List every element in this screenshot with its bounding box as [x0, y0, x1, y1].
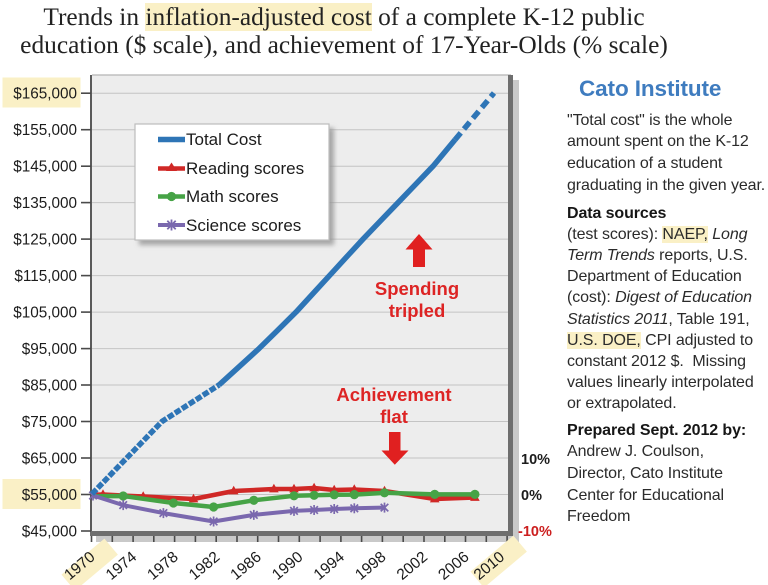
svg-text:0%: 0%	[521, 488, 542, 504]
svg-text:$145,000: $145,000	[13, 159, 77, 176]
svg-text:$95,000: $95,000	[22, 341, 77, 358]
svg-text:$155,000: $155,000	[13, 122, 77, 139]
svg-text:$65,000: $65,000	[22, 451, 77, 468]
svg-text:Achievement: Achievement	[336, 384, 451, 405]
svg-text:Science scores: Science scores	[186, 216, 301, 235]
svg-text:1990: 1990	[269, 548, 307, 583]
svg-text:tripled: tripled	[389, 300, 446, 321]
svg-text:Math scores: Math scores	[186, 187, 279, 206]
svg-text:flat: flat	[380, 406, 408, 427]
svg-text:1994: 1994	[311, 548, 349, 583]
svg-text:1998: 1998	[352, 549, 389, 584]
svg-text:1978: 1978	[144, 549, 181, 584]
svg-text:Reading scores: Reading scores	[186, 159, 304, 178]
svg-text:2006: 2006	[435, 549, 472, 584]
svg-text:2002: 2002	[394, 549, 431, 584]
svg-text:1982: 1982	[186, 549, 223, 584]
svg-text:Total Cost: Total Cost	[186, 130, 262, 149]
svg-text:$165,000: $165,000	[13, 86, 77, 103]
svg-text:$125,000: $125,000	[13, 232, 77, 249]
svg-text:-10%: -10%	[518, 524, 552, 540]
svg-text:$105,000: $105,000	[13, 305, 77, 322]
svg-text:Spending: Spending	[375, 278, 459, 299]
svg-text:$55,000: $55,000	[22, 487, 77, 504]
svg-text:$45,000: $45,000	[22, 524, 77, 541]
svg-text:10%: 10%	[521, 452, 550, 468]
svg-text:1986: 1986	[227, 549, 264, 584]
svg-text:$115,000: $115,000	[14, 268, 77, 285]
svg-text:$75,000: $75,000	[22, 414, 77, 431]
svg-text:$135,000: $135,000	[13, 195, 77, 212]
svg-text:$85,000: $85,000	[22, 378, 77, 395]
